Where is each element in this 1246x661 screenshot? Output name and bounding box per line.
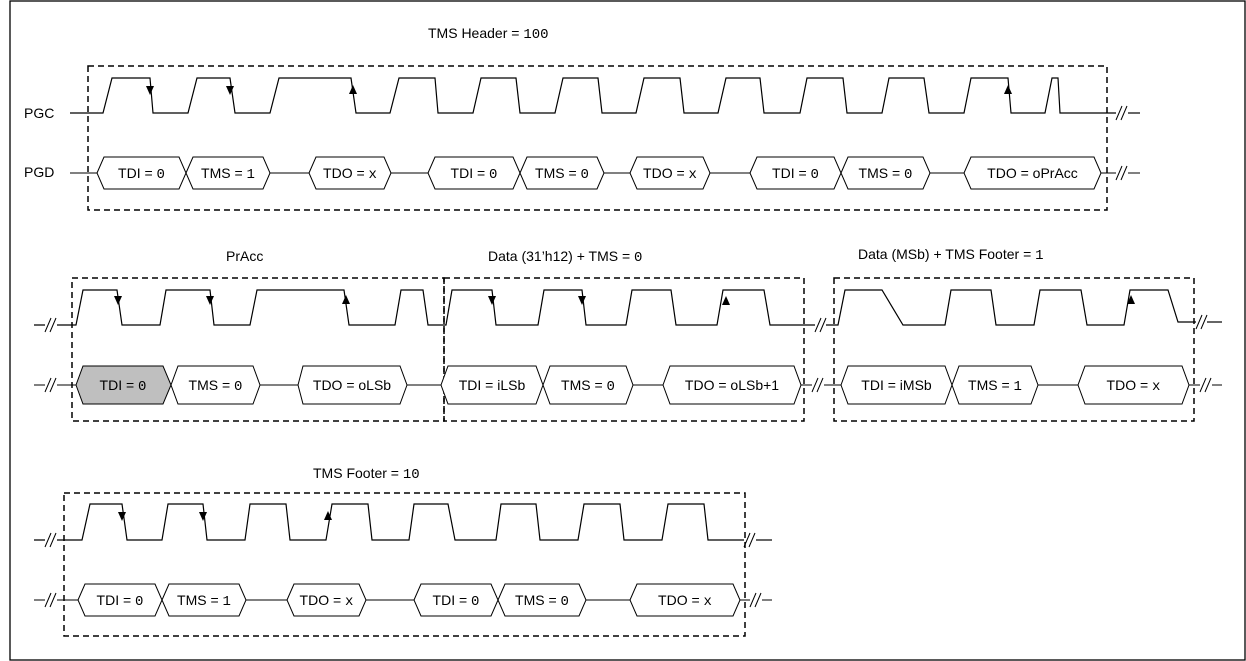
field-label: TDI = 0: [118, 165, 165, 183]
section-title: PrAcc: [226, 248, 263, 264]
outer-border: [9, 0, 1246, 661]
pgd-field: TDI = iMSb: [840, 365, 953, 405]
section-title: Data (MSb) + TMS Footer = 1: [858, 246, 1044, 264]
pgc-waveform: [826, 289, 1196, 326]
pgd-field: TDI = 0: [427, 156, 521, 190]
pgc-waveform: [70, 77, 1116, 114]
pgd-field: TDO = oLSb+1: [662, 365, 802, 405]
pgd-field: TMS = 0: [497, 583, 587, 617]
pgd-field: TDO = x: [308, 156, 392, 190]
field-label: TMS = 0: [561, 377, 615, 395]
rising-edge-arrow: [324, 511, 332, 520]
pgd-field: TDI = 0: [75, 365, 172, 405]
break-mark-icon: [749, 592, 762, 608]
break-mark-icon: [44, 317, 57, 333]
field-label: TDO = oLSb: [313, 377, 391, 393]
section-frame: [833, 277, 1195, 422]
pgd-field: TMS = 0: [542, 365, 634, 405]
signal-label-pgd: PGD: [24, 164, 54, 180]
section-title: TMS Footer = 10: [313, 465, 420, 483]
section-title: TMS Header = 100: [428, 25, 549, 43]
field-label: TDI = iLSb: [459, 377, 526, 393]
break-mark-icon: [44, 532, 57, 548]
pgd-field: TDO = oPrAcc: [963, 156, 1102, 190]
pgd-field: TMS = 0: [840, 156, 931, 190]
pgd-field: TDO = x: [1077, 365, 1190, 405]
break-mark-icon: [1115, 105, 1128, 121]
pgd-field: TDI = 0: [96, 156, 187, 190]
field-label: TDO = x: [1107, 377, 1161, 395]
pgc-waveform: [34, 503, 744, 541]
field-label: TDO = x: [658, 592, 712, 610]
section-frame: [87, 65, 1108, 211]
field-label: TDI = 0: [451, 165, 498, 183]
field-label: TDI = 0: [97, 592, 144, 610]
field-label: TDI = iMSb: [861, 377, 932, 393]
field-label: TDO = oPrAcc: [987, 165, 1078, 181]
falling-edge-arrow: [488, 296, 496, 305]
pgc-waveform: [34, 289, 815, 326]
field-label: TMS = 0: [535, 165, 589, 183]
falling-edge-arrow: [199, 512, 207, 521]
pgd-field: TDI = iLSb: [440, 365, 544, 405]
rising-edge-arrow: [349, 85, 357, 94]
field-label: TDO = x: [300, 592, 354, 610]
break-mark-icon: [1115, 165, 1128, 181]
rising-edge-arrow: [342, 295, 350, 304]
field-label: TDI = 0: [100, 377, 147, 395]
pgd-field: TDO = x: [629, 583, 741, 617]
field-label: TDO = x: [643, 165, 697, 183]
field-label: TMS = 0: [515, 592, 569, 610]
field-label: TDI = 0: [433, 592, 480, 610]
pgd-field: TMS = 0: [519, 156, 605, 190]
rising-edge-arrow: [722, 296, 730, 305]
pgd-field: TDO = x: [629, 156, 711, 190]
pgd-field: TDI = 0: [413, 583, 499, 617]
pgd-field: TMS = 1: [185, 156, 271, 190]
falling-edge-arrow: [114, 296, 122, 305]
rising-edge-arrow: [1127, 295, 1135, 304]
section-data-lsb: Data (31’h12) + TMS = 0: [443, 248, 805, 422]
section-frame: [63, 492, 746, 637]
falling-edge-arrow: [146, 86, 154, 95]
break-mark-icon: [44, 592, 57, 608]
pgd-field: TDO = x: [286, 583, 367, 617]
field-label: TMS = 1: [201, 165, 255, 183]
pgd-field: TMS = 1: [951, 365, 1039, 405]
break-mark-icon: [814, 317, 827, 333]
rising-edge-arrow: [1004, 85, 1012, 94]
pgd-field: TDO = oLSb: [297, 365, 408, 405]
pgd-field: TMS = 0: [170, 365, 261, 405]
break-mark-icon: [743, 532, 756, 548]
section-tms-footer: TMS Footer = 10: [63, 465, 746, 637]
pgd-field: TDI = 0: [77, 583, 163, 617]
break-mark-icon: [811, 377, 824, 393]
section-tms-header: TMS Header = 100 PGC PGD TDI = 0 TMS = 1…: [24, 25, 1140, 211]
signal-label-pgc: PGC: [24, 105, 54, 121]
field-label: TDO = oLSb+1: [685, 377, 779, 393]
pgd-field: TDI = 0: [749, 156, 842, 190]
falling-edge-arrow: [226, 86, 234, 95]
field-label: TMS = 1: [968, 377, 1022, 395]
falling-edge-arrow: [578, 296, 586, 305]
section-data-msb: Data (MSb) + TMS Footer = 1: [833, 246, 1195, 422]
falling-edge-arrow: [206, 296, 214, 305]
field-label: TMS = 0: [859, 165, 913, 183]
pgd-field: TMS = 1: [161, 583, 247, 617]
field-label: TMS = 1: [177, 592, 231, 610]
falling-edge-arrow: [118, 512, 126, 521]
section-frame: [443, 277, 805, 422]
break-mark-icon: [1199, 377, 1212, 393]
section-title: Data (31’h12) + TMS = 0: [488, 248, 642, 266]
field-label: TMS = 0: [189, 377, 243, 395]
field-label: TDO = x: [323, 165, 377, 183]
break-mark-icon: [1195, 314, 1208, 330]
break-mark-icon: [44, 377, 57, 393]
field-label: TDI = 0: [772, 165, 819, 183]
